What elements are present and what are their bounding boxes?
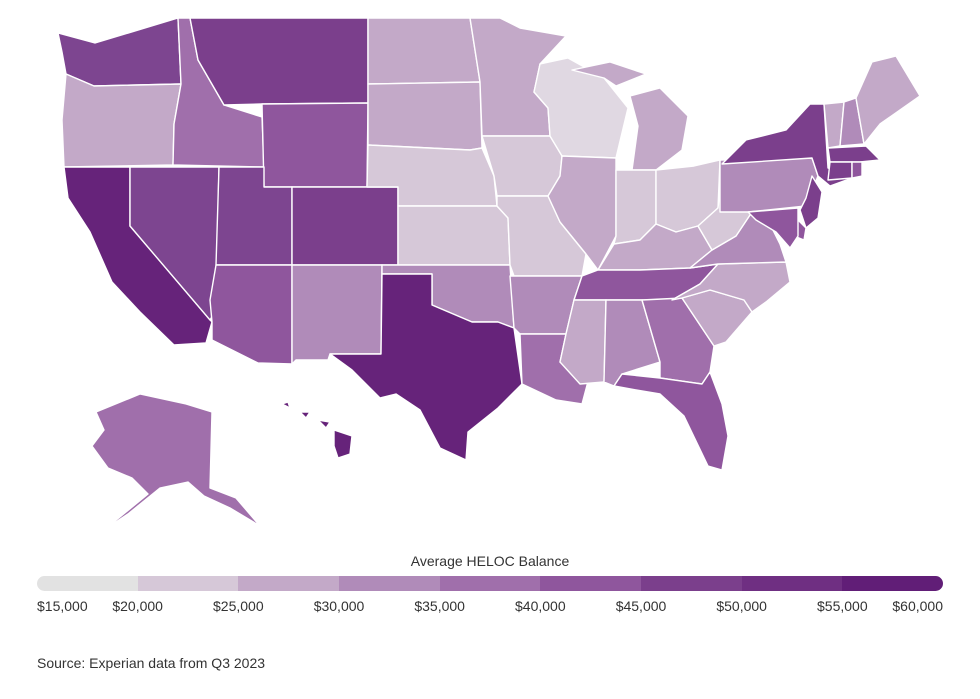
legend-tick-label: $15,000: [37, 598, 88, 614]
legend-tick-label: $25,000: [213, 598, 264, 614]
state-TX[interactable]: [329, 273, 523, 461]
legend-segment-8: [741, 576, 843, 591]
state-MA[interactable]: [827, 145, 881, 163]
state-WA[interactable]: [57, 17, 182, 87]
legend-segment-4: [339, 576, 440, 591]
legend-segment-6: [540, 576, 642, 591]
legend-tick-label: $20,000: [112, 598, 163, 614]
state-WI[interactable]: [533, 57, 629, 159]
legend-segment-9: [842, 576, 943, 591]
legend-segment-5: [439, 576, 541, 591]
legend-segment-7: [641, 576, 742, 591]
legend-segment-2: [137, 576, 239, 591]
legend-segment-3: [238, 576, 340, 591]
state-NY[interactable]: [721, 103, 853, 187]
legend-tick-label: $45,000: [615, 598, 667, 614]
legend-title: Average HELOC Balance: [410, 553, 570, 569]
state-NC[interactable]: [671, 261, 791, 313]
state-HI[interactable]: [281, 401, 353, 459]
state-MT[interactable]: [189, 17, 369, 106]
state-WY[interactable]: [261, 102, 369, 188]
state-SD[interactable]: [367, 81, 483, 151]
us-choropleth-map: [57, 17, 921, 531]
legend-tick-label: $40,000: [515, 598, 566, 614]
legend-tick-labels: $15,000 $20,000 $25,000 $30,000 $35,000 $40,0…: [0, 598, 980, 618]
state-KS[interactable]: [397, 205, 511, 266]
state-NM[interactable]: [291, 264, 383, 365]
map-svg: [57, 17, 921, 531]
state-MD[interactable]: [747, 207, 799, 249]
legend-tick-label: $35,000: [414, 598, 465, 614]
state-MI[interactable]: [571, 61, 689, 171]
state-AK[interactable]: [91, 393, 261, 531]
state-ME[interactable]: [855, 55, 921, 145]
legend-tick-label: $60,000: [892, 598, 943, 614]
legend-tick-label: $30,000: [313, 598, 365, 614]
state-RI[interactable]: [851, 161, 863, 179]
legend-tick-label: $55,000: [817, 598, 868, 614]
state-CT[interactable]: [827, 161, 853, 181]
state-CO[interactable]: [291, 186, 399, 266]
state-ND[interactable]: [367, 17, 481, 85]
state-FL[interactable]: [613, 371, 729, 471]
state-AZ[interactable]: [209, 264, 293, 365]
legend-segment-1: [37, 576, 138, 591]
legend-color-scale: [37, 576, 943, 591]
state-OR[interactable]: [61, 73, 182, 168]
source-note: Source: Experian data from Q3 2023: [37, 655, 266, 671]
legend-tick-label: $50,000: [716, 598, 767, 614]
